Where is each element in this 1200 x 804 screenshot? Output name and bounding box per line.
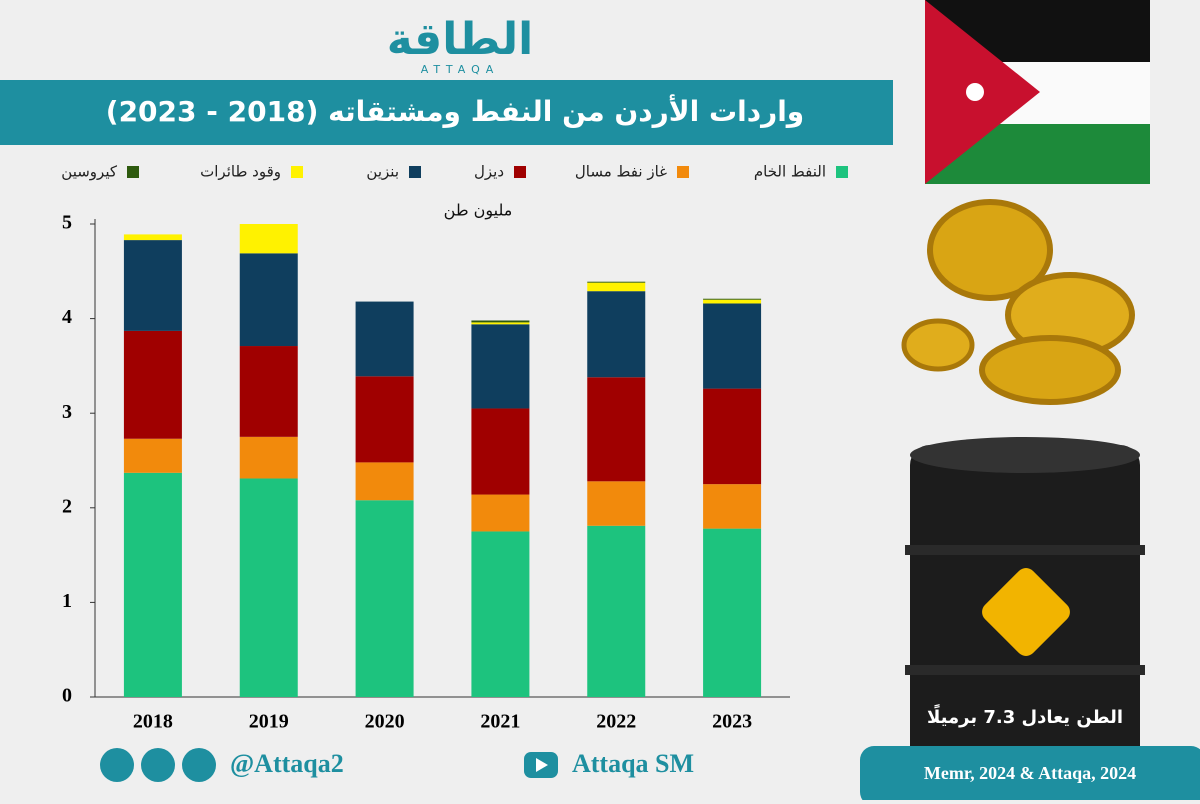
coins [901,199,1135,405]
legend-swatch [291,166,303,178]
x-tick-label: 2020 [365,711,405,733]
bar-segment [587,377,646,482]
bar-segment [239,346,298,437]
legend-label: النفط الخام [754,163,826,181]
x-tick-label: 2019 [249,711,289,733]
source: Memr, 2024 & Attaqa, 2024 [924,763,1136,783]
bar-segment [239,224,298,254]
unit-label: مليون طن [444,201,513,221]
y-tick-label: 2 [62,495,72,517]
handle: @Attaqa2 [230,749,344,778]
source-box [860,746,1200,804]
bar-segment [471,324,530,409]
bar-segment [239,478,298,697]
logo: الطاقة [387,14,533,65]
bar-segment [471,531,530,697]
legend-label: كيروسين [61,163,118,181]
x-tick-label: 2018 [133,711,173,733]
bar-segment [471,322,530,325]
bar-segment [587,481,646,526]
legend-swatch [514,166,526,178]
bar-segment [123,330,182,439]
x-tick-label: 2021 [480,711,520,733]
x-tick-label: 2022 [596,711,636,733]
y-tick-label: 5 [62,212,72,234]
title-band [0,80,893,145]
legend-swatch [677,166,689,178]
barrel: الطن يعادل 7.3 برميلًا [905,437,1145,795]
bar-segment [703,388,762,485]
x-tick-label: 2023 [712,711,752,733]
plot: 0 1 2 3 4 5 2018 2019 2020 2021 2022 2023 النفط الخا… [61,163,848,733]
y-tick-label: 1 [62,590,72,612]
bar-segment [587,291,646,378]
y-tick-label: 3 [62,401,72,423]
youtube: Attaqa SM [572,749,694,778]
logo-latin: ATTAQA [421,63,500,76]
bar-segment [355,301,414,377]
bar-segment [703,484,762,529]
bar-segment [587,281,646,283]
bar-segment [471,320,530,323]
note: الطن يعادل 7.3 برميلًا [927,704,1123,728]
bar-segment [587,282,646,292]
bar-segment [703,528,762,697]
chart-title: واردات الأردن من النفط ومشتقاته (2018 - … [106,94,804,128]
bar-segment [703,298,762,300]
y-tick-label: 4 [62,306,72,328]
bar-segment [239,253,298,347]
legend-label: ديزل [474,163,504,181]
bar-segment [703,299,762,304]
legend-swatch [127,166,139,178]
bar-segment [355,376,414,463]
bar-segment [587,525,646,697]
bar-segment [123,472,182,697]
bar-segment [239,436,298,479]
bar-segment [471,408,530,495]
legend-label: بنزين [366,163,399,181]
y-tick-label: 0 [62,685,72,707]
flag [925,0,1150,184]
bar-segment [355,462,414,501]
bar-segment [471,494,530,532]
bar-segment [123,240,182,331]
bar-segment [123,234,182,241]
bar-segment [355,500,414,697]
bar-segment [123,438,182,473]
bar-segment [703,303,762,389]
legend-swatch [409,166,421,178]
legend-swatch [836,166,848,178]
legend-label: غاز نفط مسال [575,163,667,181]
social-icons [100,748,558,782]
legend-label: وقود طائرات [200,163,281,181]
